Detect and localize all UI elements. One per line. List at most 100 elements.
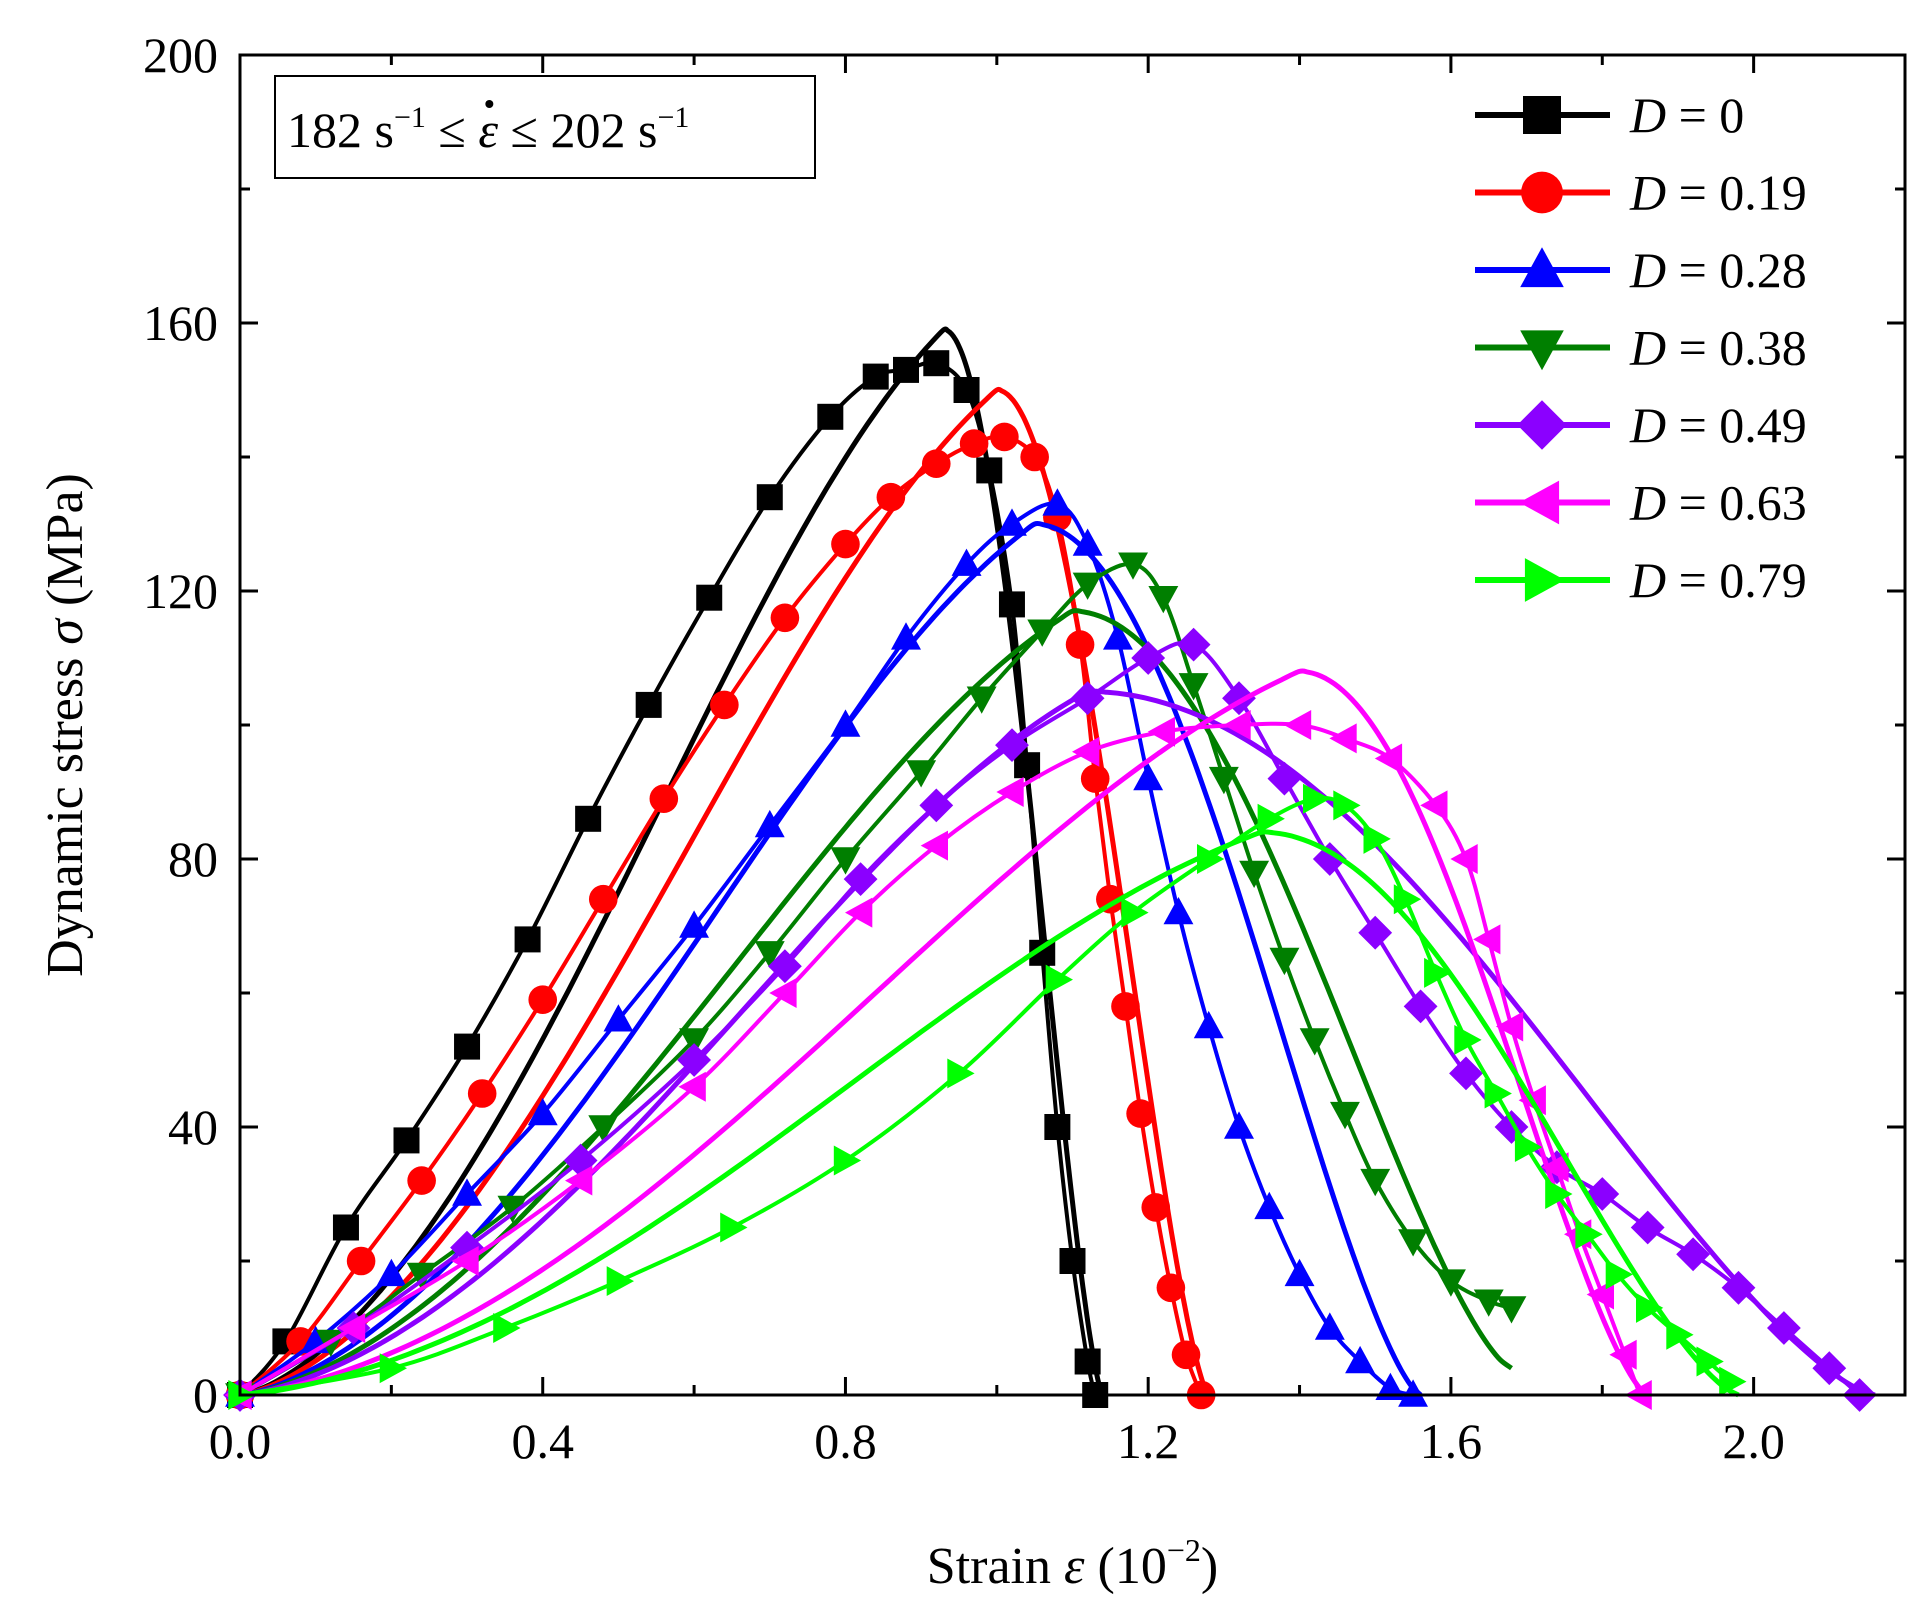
data-point-6-13 <box>1363 823 1391 854</box>
data-point-1-23 <box>1156 1273 1186 1303</box>
legend-label-symbol-6: D <box>1629 552 1666 608</box>
x-tick-label-1: 0.4 <box>511 1413 574 1469</box>
x-axis-title-close: ) <box>1201 1538 1218 1595</box>
data-point-1-9 <box>770 603 800 633</box>
data-point-2-4 <box>527 1098 558 1126</box>
data-point-6-22 <box>1636 1293 1664 1323</box>
data-point-3-10 <box>1027 619 1058 647</box>
data-point-3-20 <box>1360 1168 1391 1197</box>
data-point-2-18 <box>1224 1111 1254 1139</box>
data-point-2-3 <box>452 1178 482 1206</box>
data-point-5-18 <box>1495 1011 1524 1042</box>
data-point-5-8 <box>996 777 1024 807</box>
x-tick-label-2: 0.8 <box>814 1413 877 1469</box>
data-point-3-5 <box>679 1028 709 1056</box>
data-point-1-7 <box>649 784 679 813</box>
data-point-3-24 <box>1496 1296 1527 1324</box>
rate-annotation: 182 s−1 ≤ ε ≤ 202 s−1 <box>274 75 816 179</box>
legend-label-symbol-2: D <box>1629 242 1666 298</box>
data-point-0-4 <box>454 1033 481 1060</box>
data-point-1-2 <box>346 1246 376 1276</box>
data-point-2-24 <box>1398 1379 1428 1407</box>
data-point-0-7 <box>635 691 662 718</box>
data-point-5-23 <box>1609 1339 1637 1370</box>
data-point-3-8 <box>906 760 937 788</box>
data-point-4-17 <box>1449 1056 1483 1091</box>
legend-label-4: D = 0.49 <box>1629 397 1807 453</box>
data-point-6-16 <box>1454 1025 1482 1055</box>
x-axis-title-symbol: ε <box>1064 1538 1085 1595</box>
data-point-5-7 <box>920 830 948 861</box>
data-point-6-18 <box>1514 1132 1543 1162</box>
data-point-0-3 <box>393 1127 420 1154</box>
data-point-2-20 <box>1284 1258 1315 1287</box>
legend-label-value-5: = 0.63 <box>1666 475 1807 531</box>
data-point-2-5 <box>603 1004 634 1032</box>
data-point-0-5 <box>514 926 541 953</box>
data-point-0-6 <box>575 805 602 832</box>
strain-rate-dot <box>485 100 494 108</box>
data-point-1-24 <box>1171 1340 1201 1370</box>
legend-label-symbol-1: D <box>1629 165 1666 221</box>
data-point-1-3 <box>407 1166 436 1195</box>
data-point-6-4 <box>720 1212 748 1243</box>
annotation-symbol: ε <box>478 102 498 158</box>
data-point-3-11 <box>1072 572 1103 600</box>
data-point-2-19 <box>1254 1191 1285 1220</box>
data-point-0-15 <box>976 457 1003 484</box>
data-point-5-9 <box>1072 736 1100 767</box>
data-point-2-6 <box>679 910 709 938</box>
annotation-box <box>274 75 816 179</box>
data-point-1-20 <box>1111 992 1140 1021</box>
data-point-5-5 <box>769 978 797 1008</box>
data-point-6-12 <box>1333 790 1361 821</box>
data-point-4-22 <box>1676 1237 1710 1272</box>
data-point-3-13 <box>1148 586 1179 614</box>
data-point-2-9 <box>891 622 921 650</box>
data-point-2-12 <box>1042 488 1073 516</box>
data-point-4-10 <box>1131 641 1166 675</box>
data-point-6-19 <box>1545 1179 1573 1209</box>
data-point-4-13 <box>1267 761 1302 796</box>
data-point-6-10 <box>1257 803 1285 834</box>
data-point-6-3 <box>606 1266 634 1296</box>
data-point-1-10 <box>831 529 860 559</box>
series-5 <box>224 668 1652 1410</box>
x-tick-label-5: 2.0 <box>1722 1413 1785 1469</box>
y-tick-label-0: 0 <box>193 1367 218 1423</box>
legend-item-5: D = 0.63 <box>1475 475 1807 531</box>
data-line-5 <box>238 721 1642 1397</box>
data-point-1-22 <box>1141 1193 1171 1222</box>
series-0 <box>227 326 1109 1408</box>
legend-label-6: D = 0.79 <box>1629 552 1807 608</box>
data-point-2-13 <box>1072 528 1103 556</box>
data-point-3-2 <box>406 1262 437 1290</box>
data-point-0-13 <box>923 350 950 377</box>
data-point-6-9 <box>1197 844 1225 874</box>
y-tick-label-3: 120 <box>143 563 218 619</box>
data-point-4-21 <box>1630 1210 1665 1245</box>
data-point-2-15 <box>1133 763 1164 791</box>
data-point-3-22 <box>1436 1269 1466 1297</box>
series-1 <box>225 386 1216 1410</box>
data-point-4-4 <box>677 1043 711 1077</box>
legend-marker-0 <box>1523 96 1561 134</box>
legend-marker-2 <box>1520 247 1564 288</box>
data-point-3-21 <box>1398 1229 1428 1257</box>
fit-line-5 <box>239 668 1650 1398</box>
legend-label-0: D = 0 <box>1629 87 1744 143</box>
data-point-3-17 <box>1269 947 1300 976</box>
data-point-1-18 <box>1080 764 1110 793</box>
data-point-4-14 <box>1312 842 1347 876</box>
data-point-3-6 <box>754 941 785 969</box>
legend-marker-6 <box>1524 558 1565 602</box>
annotation-left: 182 s <box>287 102 394 158</box>
data-point-5-12 <box>1283 710 1312 740</box>
data-point-5-13 <box>1329 723 1357 754</box>
data-point-5-6 <box>845 897 873 928</box>
data-point-5-1 <box>337 1313 366 1343</box>
data-point-4-16 <box>1403 989 1438 1024</box>
legend-item-0: D = 0 <box>1475 87 1744 143</box>
data-point-1-8 <box>710 690 739 720</box>
